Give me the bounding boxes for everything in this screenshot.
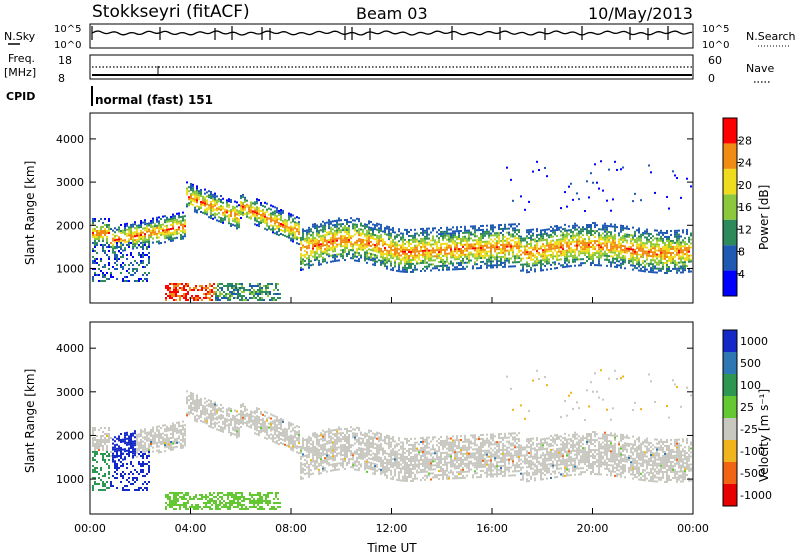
y-tick-label: 2000 — [56, 429, 84, 442]
cpid-value: normal (fast) 151 — [95, 93, 213, 107]
noise-left-label: N.Sky — [4, 30, 36, 43]
cpid-label: CPID — [6, 90, 35, 103]
power-colorbar-label: Power [dB] — [757, 185, 771, 250]
colorbar-tick-label: -25 — [740, 423, 758, 436]
colorbar-tick-label: 24 — [738, 157, 752, 170]
velocity-data — [92, 369, 692, 510]
colorbar-tick-label: -100 — [740, 445, 765, 458]
power-colorbar: 4 8 12 16 20 24 28 — [722, 117, 752, 297]
y-tick-label: 3000 — [56, 176, 84, 189]
colorbar-tick-label: 28 — [738, 134, 752, 147]
noise-right-label: N.Search — [746, 30, 796, 43]
x-tick-label: 12:00 — [376, 522, 408, 535]
power-panel: 1000 2000 3000 4000 Slant Range [km] 4 8 12 16… — [23, 112, 771, 304]
colorbar-swatch — [723, 143, 737, 169]
colorbar-swatch — [723, 484, 737, 506]
y-tick-label: 2000 — [56, 219, 84, 232]
colorbar-tick-label: 25 — [740, 401, 754, 414]
x-tick-label: 00:00 — [74, 522, 106, 535]
noise-tick-bottom-right: 10^0 — [702, 40, 729, 51]
velocity-colorbar: 1000 500 100 25 -25 -100 -500 -1000 — [722, 329, 772, 507]
freq-label-2: [MHz] — [4, 66, 36, 79]
noise-spikes — [91, 26, 669, 40]
noise-tick-top-left: 10^5 — [54, 24, 81, 35]
cpid-panel: CPID normal (fast) 151 — [6, 86, 213, 107]
x-tick-label: 00:00 — [677, 522, 709, 535]
power-y-ticks: 1000 2000 3000 4000 — [56, 133, 693, 275]
y-tick-label: 3000 — [56, 386, 84, 399]
colorbar-tick-label: 8 — [738, 246, 745, 259]
colorbar-swatch — [723, 396, 737, 418]
velocity-panel: 1000 2000 3000 4000 Slant Range [km] 1000 50… — [23, 297, 772, 554]
y-tick-label: 4000 — [56, 133, 84, 146]
nave-label: Nave — [746, 62, 774, 75]
freq-label-1: Freq. — [8, 52, 35, 65]
freq-tick-bottom: 8 — [58, 72, 65, 85]
x-tick-label: 16:00 — [476, 522, 508, 535]
colorbar-tick-label: 12 — [738, 223, 752, 236]
noise-tick-bottom-left: 10^0 — [54, 40, 81, 51]
colorbar-tick-label: 100 — [740, 379, 761, 392]
time-x-ticks: 00:00 04:00 08:00 12:00 16:00 20:00 00:00 — [74, 297, 709, 535]
x-tick-label: 04:00 — [175, 522, 207, 535]
station-title: Stokkseyri (fitACF) — [92, 2, 250, 22]
y-tick-label: 1000 — [56, 473, 84, 486]
colorbar-swatch — [723, 118, 737, 144]
colorbar-swatch — [723, 270, 737, 296]
colorbar-tick-label: -1000 — [740, 489, 772, 502]
colorbar-tick-label: 4 — [738, 268, 745, 281]
beam-title: Beam 03 — [356, 4, 428, 23]
colorbar-swatch — [723, 462, 737, 484]
colorbar-swatch — [723, 418, 737, 440]
nave-tick-top: 60 — [708, 54, 722, 67]
freq-tick-top: 18 — [58, 54, 72, 67]
colorbar-swatch — [723, 245, 737, 271]
x-tick-label: 20:00 — [577, 522, 609, 535]
colorbar-swatch — [723, 194, 737, 220]
power-data — [92, 160, 692, 301]
colorbar-swatch — [723, 219, 737, 246]
colorbar-tick-label: 1000 — [740, 335, 768, 348]
colorbar-swatch — [723, 330, 737, 352]
colorbar-tick-label: 16 — [738, 201, 752, 214]
nave-tick-bottom: 0 — [708, 72, 715, 85]
velocity-ylabel: Slant Range [km] — [23, 369, 37, 473]
noise-tick-top-right: 10^5 — [702, 24, 729, 35]
time-xlabel: Time UT — [366, 541, 417, 554]
velocity-colorbar-label: Velocity [m s⁻¹] — [757, 389, 771, 482]
x-tick-label: 08:00 — [275, 522, 307, 535]
colorbar-tick-label: 20 — [738, 179, 752, 192]
colorbar-swatch — [723, 168, 737, 195]
colorbar-swatch — [723, 374, 737, 396]
colorbar-swatch — [723, 440, 737, 462]
colorbar-tick-label: 500 — [740, 357, 761, 370]
power-ylabel: Slant Range [km] — [23, 161, 37, 265]
colorbar-tick-label: -500 — [740, 467, 765, 480]
velocity-y-ticks: 1000 2000 3000 4000 — [56, 342, 693, 486]
noise-sky-line — [91, 30, 693, 36]
freq-panel: Freq. [MHz] 18 8 60 0 Nave — [4, 52, 774, 85]
y-tick-label: 4000 — [56, 342, 84, 355]
y-tick-label: 1000 — [56, 262, 84, 275]
colorbar-swatch — [723, 352, 737, 374]
noise-panel: N.Sky 10^5 10^0 10^5 10^0 N.Search — [4, 23, 796, 51]
date-title: 10/May/2013 — [588, 4, 693, 23]
